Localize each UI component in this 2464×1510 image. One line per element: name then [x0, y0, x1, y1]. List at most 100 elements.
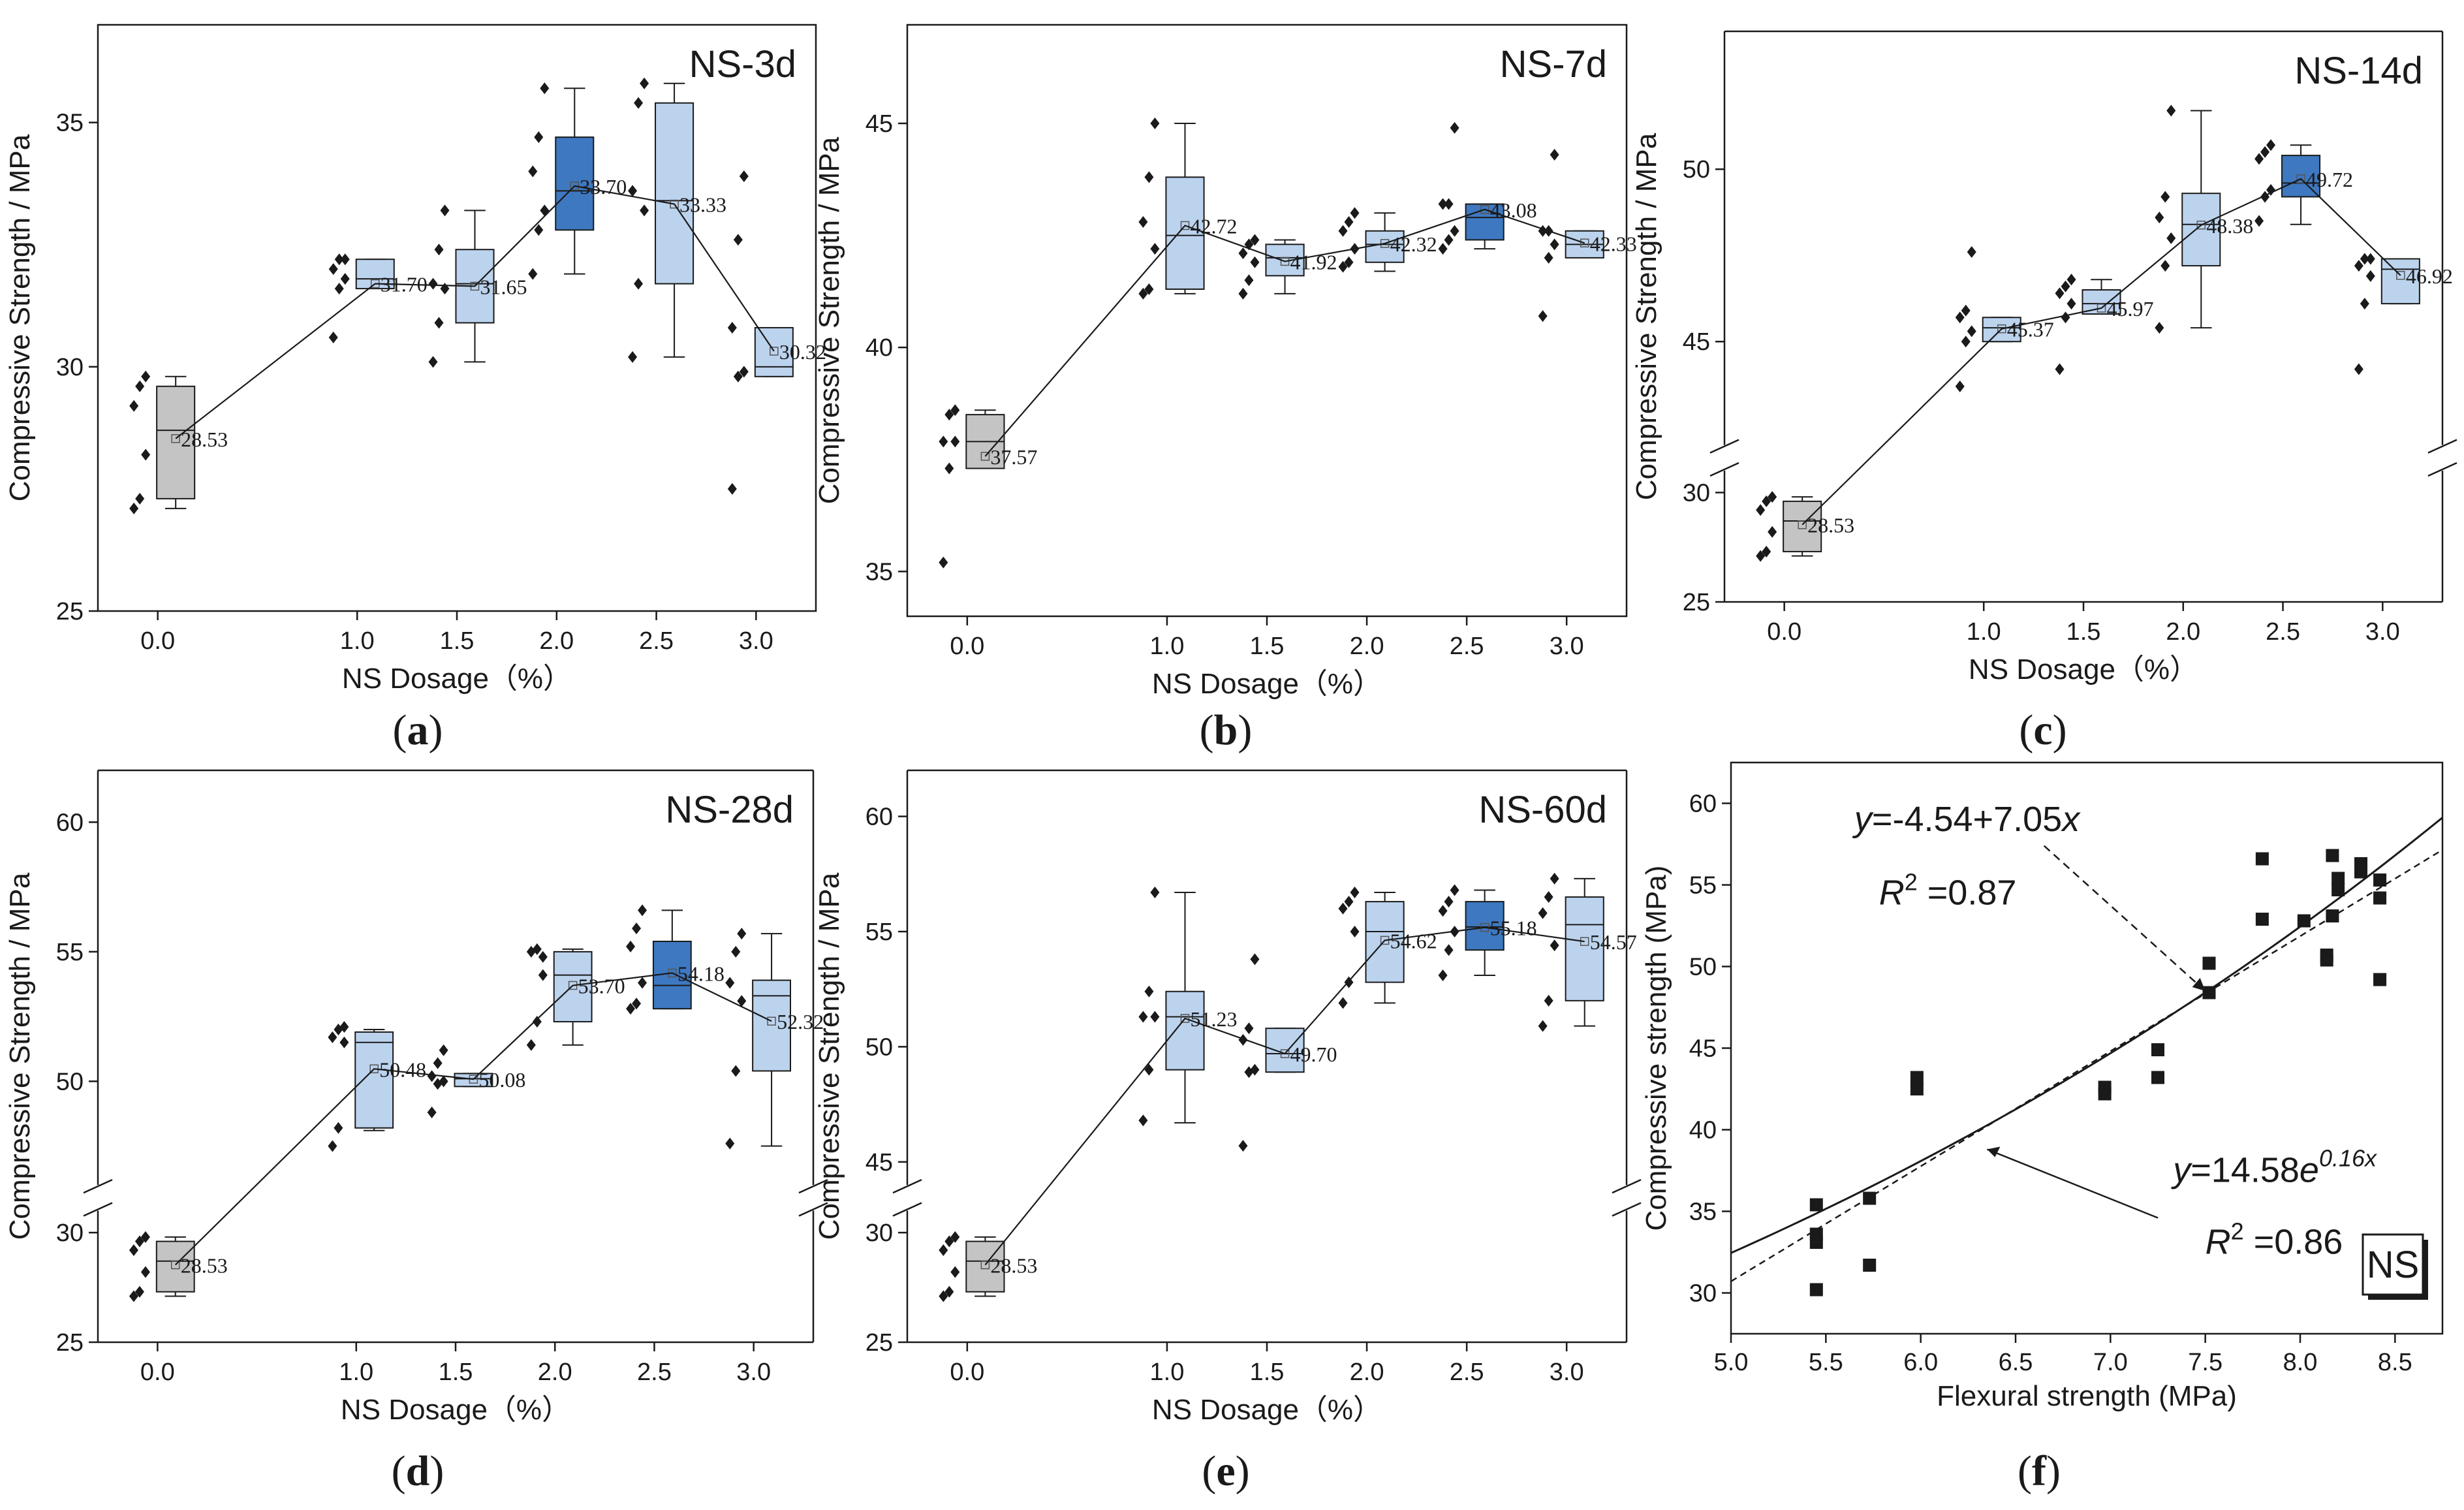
box-group-0.0: 28.53: [1756, 491, 1854, 562]
data-point: [427, 1070, 437, 1082]
y-axis-title: Compressive Strength / MPa: [4, 134, 36, 501]
exp-fit-arrowhead: [1987, 1146, 2001, 1157]
panel-caption: (a): [393, 706, 443, 754]
data-point: [135, 492, 145, 505]
x-tick-label: 2.0: [2166, 618, 2200, 646]
data-point: [528, 268, 538, 280]
y-tick-label: 25: [1683, 589, 1710, 616]
mean-marker: [980, 452, 990, 461]
data-point: [439, 1044, 448, 1056]
caption-letter: e: [1216, 1447, 1235, 1495]
data-point: [944, 409, 954, 421]
mean-marker: [171, 434, 180, 443]
box-group-1.0: 51.23: [1138, 887, 1237, 1127]
x-tick-label: 0.0: [1767, 618, 1801, 646]
data-point: [2331, 883, 2345, 896]
y-tick-label: 50: [866, 1033, 893, 1061]
data-point: [1967, 245, 1976, 258]
x-tick-label: 8.5: [2378, 1349, 2412, 1376]
data-point: [532, 943, 542, 955]
data-point: [944, 1285, 954, 1298]
box-iqr: [1783, 500, 1822, 552]
data-point: [1344, 896, 1354, 908]
caption-letter: c: [2033, 706, 2052, 754]
panel-caption: (e): [1202, 1447, 1249, 1495]
mean-marker: [2097, 304, 2106, 313]
panel-caption: (c): [2019, 706, 2066, 754]
x-tick-label: 1.0: [339, 1359, 373, 1386]
y-tick-label: 35: [866, 558, 893, 586]
box-iqr: [1365, 230, 1405, 263]
mean-marker: [767, 1016, 776, 1026]
data-point: [2354, 857, 2368, 870]
box-group-0.0: 28.53: [939, 1231, 1037, 1302]
mean-value-label: 50.08: [478, 1068, 525, 1092]
data-point: [2354, 363, 2363, 375]
data-point: [2202, 986, 2216, 999]
box-group-0.0: 28.53: [129, 1231, 228, 1302]
data-point: [434, 244, 444, 256]
data-point: [1955, 380, 1965, 392]
box-group-2.0: 42.32: [1338, 207, 1437, 273]
axis-break-mark: [83, 1202, 113, 1217]
data-point: [939, 1290, 948, 1302]
data-point: [1863, 1191, 1877, 1205]
data-point: [2151, 1071, 2164, 1084]
box-group-1.0: 45.37: [1955, 245, 2054, 392]
data-point: [739, 366, 749, 378]
mean-value-label: 54.18: [678, 962, 725, 985]
data-point: [1244, 274, 1254, 287]
data-point: [2326, 849, 2339, 862]
data-point: [129, 1244, 138, 1256]
data-point: [1138, 287, 1148, 300]
box-group-0.0: 37.57: [939, 404, 1037, 569]
data-point: [1444, 234, 1454, 246]
box-group-1.5: 41.92: [1238, 234, 1337, 300]
data-point: [2373, 891, 2387, 905]
data-point: [328, 263, 338, 275]
data-point: [1550, 238, 1559, 251]
panel-title: NS-7d: [1500, 43, 1607, 86]
y-tick-label: 35: [1689, 1199, 1717, 1226]
data-point: [1144, 1063, 1154, 1076]
box-group-3.0: 46.92: [2354, 253, 2453, 375]
panel-a-ns-3d: 25 30 35 0.0 1.0 1.5 2.0 2.5 3.0 NS Dosage（%） Comp…: [4, 24, 826, 754]
x-tick-label: 3.0: [1550, 1359, 1584, 1386]
y-tick-label: 60: [866, 804, 893, 831]
data-point: [2166, 232, 2176, 244]
data-point: [1344, 256, 1354, 268]
mean-marker: [2296, 174, 2305, 183]
data-point: [1238, 1033, 1248, 1046]
x-tick-label: 2.5: [639, 627, 674, 655]
box-iqr: [553, 951, 593, 1023]
box-group-3.0: 30.32: [727, 170, 826, 495]
data-point: [1338, 902, 1348, 915]
mean-value-label: 31.65: [480, 275, 527, 298]
data-point: [1450, 121, 1459, 134]
data-point: [1544, 994, 1553, 1007]
box-group-2.5: 55.18: [1438, 884, 1537, 982]
data-point: [628, 351, 638, 363]
data-point: [526, 1039, 536, 1051]
data-point: [1961, 304, 1971, 317]
data-point: [134, 1235, 144, 1248]
plot-frame: [906, 24, 1628, 618]
data-point: [141, 448, 151, 461]
panel-f-correlation: 5.0 5.5 6.0 6.5 7.0 7.5 8.0 8.5 30 35 40 45 50 55 60 Fl…: [1640, 761, 2444, 1495]
mean-marker: [980, 1260, 990, 1270]
axis-break-mark: [2427, 439, 2457, 454]
data-point: [433, 1057, 443, 1069]
data-point: [2151, 1043, 2164, 1056]
data-point: [2160, 191, 2170, 203]
data-point: [1450, 884, 1459, 896]
data-point: [1756, 504, 1766, 516]
data-point: [2255, 913, 2269, 926]
x-tick-label: 1.0: [1150, 1359, 1185, 1386]
data-point: [727, 482, 737, 495]
mean-value-label: 33.33: [679, 193, 726, 217]
data-point: [733, 370, 743, 383]
data-point: [427, 1106, 437, 1118]
data-point: [2266, 183, 2276, 196]
data-point: [628, 185, 638, 197]
x-tick-label: 2.5: [1450, 633, 1484, 660]
